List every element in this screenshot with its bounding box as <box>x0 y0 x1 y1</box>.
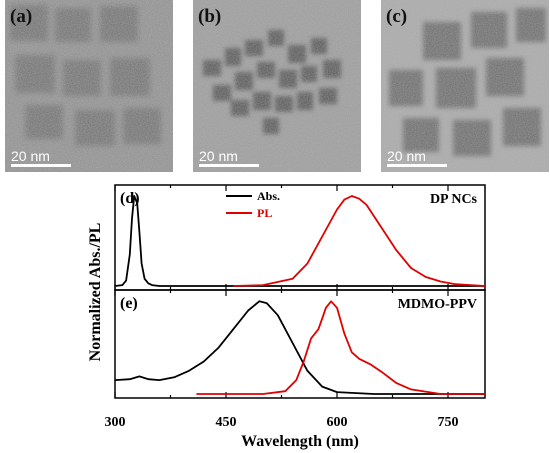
panel-label-e: (e) <box>120 295 138 312</box>
scale-label-a: 20 nm <box>11 148 50 164</box>
panel-label-d: (d) <box>120 190 140 207</box>
panel-label-b: (b) <box>198 6 222 27</box>
scale-bar-b <box>199 164 259 167</box>
tem-panel-b: (b) 20 nm <box>193 0 361 172</box>
x-tick-label: 750 <box>438 415 459 430</box>
x-tick-label: 450 <box>216 415 237 430</box>
series-dp-pl-line <box>233 195 486 287</box>
series-dp-abs-line <box>114 195 485 287</box>
tem-image-a <box>5 0 173 172</box>
annotation-dp-ncs: DP NCs <box>430 192 478 207</box>
x-tick-label: 600 <box>327 415 348 430</box>
scale-bar-c <box>387 164 447 167</box>
spectra-chart: 300 450 600 750 Normalized Abs./PL Waveleng… <box>87 184 486 450</box>
scale-label-b: 20 nm <box>199 148 238 164</box>
x-tick-label: 300 <box>105 415 126 430</box>
panel-label-c: (c) <box>386 6 408 27</box>
y-axis-label: Normalized Abs./PL <box>87 223 104 362</box>
scale-bar-a <box>11 164 71 167</box>
panel-label-a: (a) <box>10 6 33 27</box>
tem-panel-a: (a) 20 nm <box>5 0 173 172</box>
scale-label-c: 20 nm <box>387 148 426 164</box>
series-mdmo-pl-line <box>196 300 485 395</box>
tem-image-b <box>193 0 361 172</box>
legend-label-pl: PL <box>257 206 272 220</box>
series-mdmo-abs-line <box>114 300 485 395</box>
tem-panel-c: (c) 20 nm <box>381 0 549 172</box>
x-axis-label: Wavelength (nm) <box>241 433 359 450</box>
plot-frame-1 <box>114 289 486 399</box>
legend-label-abs: Abs. <box>257 189 280 203</box>
annotation-mdmo-ppv: MDMO-PPV <box>398 297 477 312</box>
tem-image-c <box>381 0 549 172</box>
